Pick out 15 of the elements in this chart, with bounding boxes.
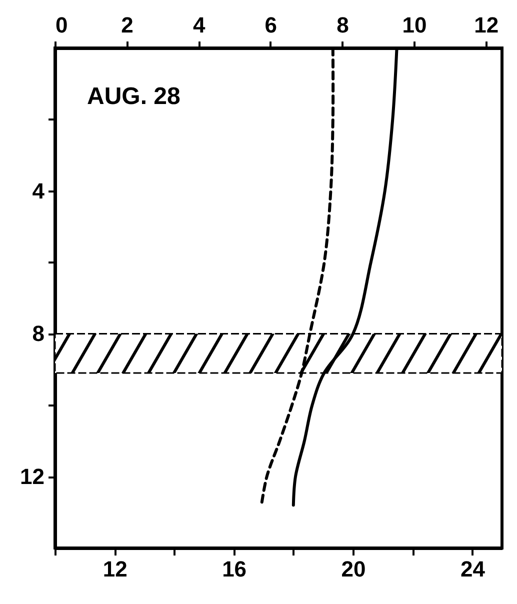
y-tick-label: 4 [32,178,46,204]
y-tick-label: 8 [32,321,44,346]
x-tick-label: 20 [341,556,366,582]
x2-tick-label: 2 [121,12,134,38]
annotation: AUG. 28 [87,83,180,110]
x2-tick-label: 10 [402,12,427,38]
x-tick-label: 24 [460,556,486,582]
x2-tick-label: 6 [264,12,278,38]
y-tick-label: 12 [20,464,44,490]
x2-tick-label: 4 [192,12,206,38]
x2-tick-label: 8 [336,12,349,38]
x2-tick-label: 12 [474,12,499,38]
x-tick-label: 12 [102,556,128,582]
x2-tick-label: 0 [56,12,68,38]
x-tick-label: 16 [222,556,247,582]
